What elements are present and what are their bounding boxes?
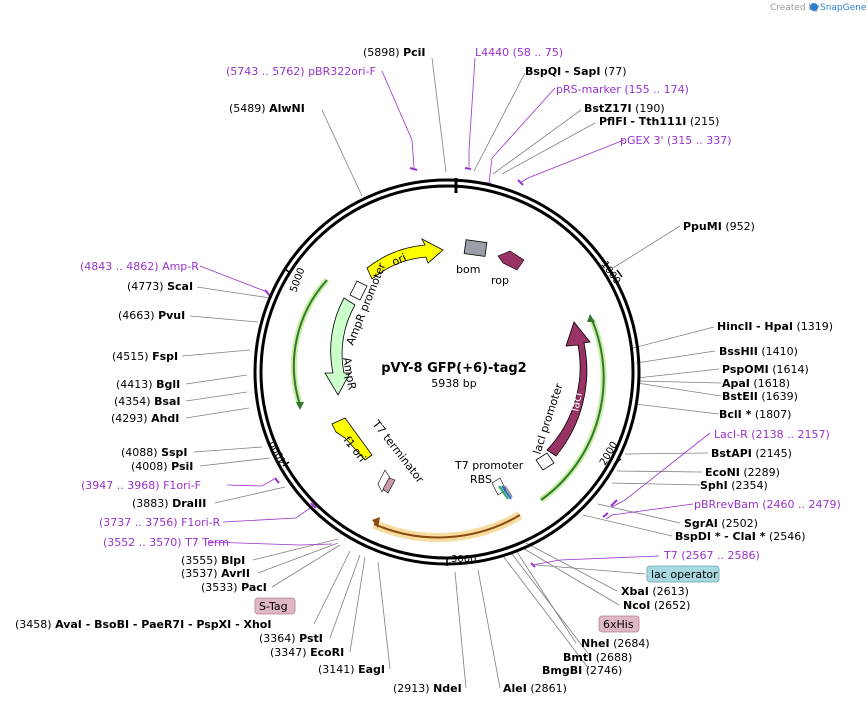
- label-draiii[interactable]: (3883) DraIII: [132, 497, 206, 510]
- label-eagi[interactable]: (3141) EagI: [318, 663, 385, 676]
- laci-label: lacI: [568, 391, 585, 412]
- label-avai-group[interactable]: (3458) AvaI - BsoBI - PaeR7I - PspXI - X…: [15, 618, 271, 631]
- s-tag-badge[interactable]: [254, 597, 296, 615]
- t7-terminator-label: T7 terminator: [369, 417, 427, 486]
- label-bstapi[interactable]: BstAPI (2145): [711, 447, 792, 460]
- label-pspomi[interactable]: PspOMI (1614): [722, 363, 809, 376]
- label-bgli[interactable]: (4413) BglI: [116, 378, 180, 391]
- label-bmti[interactable]: BmtI (2688): [563, 651, 632, 664]
- label-sspi[interactable]: (4088) SspI: [121, 446, 188, 459]
- lac-operator-label: lac operator: [651, 568, 718, 581]
- f1-ori-feature[interactable]: [331, 417, 373, 461]
- credit-brand: SnapGene: [820, 3, 867, 13]
- plasmid-size: 5938 bp: [431, 377, 476, 390]
- six-his-label: 6xHis: [603, 618, 634, 631]
- label-ecori[interactable]: (3347) EcoRI: [270, 646, 344, 659]
- bom-feature[interactable]: [463, 239, 488, 257]
- label-f1ori-r[interactable]: (3737 .. 3756) F1ori-R: [99, 516, 221, 529]
- label-xbai[interactable]: XbaI (2613): [621, 585, 689, 598]
- label-bsshii[interactable]: BssHII (1410): [719, 345, 798, 358]
- ampr-promoter-feature[interactable]: [349, 280, 368, 301]
- label-blpi[interactable]: (3555) BlpI: [181, 554, 245, 567]
- t7-terminator-feature[interactable]: [377, 469, 391, 493]
- label-amp-r[interactable]: (4843 .. 4862) Amp-R: [80, 260, 199, 273]
- gfp-orf-arrow: [373, 514, 521, 539]
- laci-orf-arrowhead: [587, 314, 595, 322]
- label-scai[interactable]: (4773) ScaI: [127, 280, 193, 293]
- label-pbr322ori-f[interactable]: (5743 .. 5762) pBR322ori-F: [226, 65, 376, 78]
- label-bsai[interactable]: (4354) BsaI: [114, 395, 181, 408]
- label-laci-r[interactable]: LacI-R (2138 .. 2157): [714, 428, 830, 441]
- laci-promoter-feature[interactable]: [535, 452, 555, 471]
- label-bcli[interactable]: BclI * (1807): [719, 408, 791, 421]
- label-sgrai[interactable]: SgrAI (2502): [684, 517, 758, 530]
- primer-markers: [264, 167, 618, 568]
- label-apai[interactable]: ApaI (1618): [722, 377, 790, 390]
- label-nhei[interactable]: NheI (2684): [581, 637, 650, 650]
- six-his-badge[interactable]: [598, 615, 640, 633]
- label-bspdi[interactable]: BspDI * - ClaI * (2546): [675, 530, 806, 543]
- snapgene-logo-icon: [810, 3, 818, 11]
- tick-3000: 3000: [451, 554, 476, 565]
- primer-connector-lines: [199, 57, 711, 566]
- label-paci[interactable]: (3533) PacI: [201, 581, 267, 594]
- t7-promoter-label: T7 promoter: [454, 459, 524, 472]
- laci-feature[interactable]: [546, 321, 591, 457]
- tick-marks: [282, 267, 623, 566]
- label-prs-marker[interactable]: pRS-marker (155 .. 174): [556, 83, 689, 96]
- label-pcii[interactable]: (5898) PciI: [363, 46, 426, 59]
- label-psii[interactable]: (4008) PsiI: [131, 460, 193, 473]
- label-psti[interactable]: (3364) PstI: [259, 632, 323, 645]
- label-pvui[interactable]: (4663) PvuI: [118, 309, 185, 322]
- rop-label: rop: [491, 274, 509, 287]
- label-econi[interactable]: EcoNI (2289): [705, 466, 780, 479]
- gfp-orf-arrowhead: [372, 517, 380, 528]
- label-alei[interactable]: AleI (2861): [503, 682, 567, 695]
- ampr-highlight: [290, 277, 330, 406]
- label-t7-term[interactable]: (3552 .. 3570) T7 Term: [103, 536, 229, 549]
- label-pflfi[interactable]: PflFI - Tth111I (215): [599, 115, 719, 128]
- label-l4440[interactable]: L4440 (58 .. 75): [475, 46, 563, 59]
- label-sphi[interactable]: SphI (2354): [700, 479, 768, 492]
- label-ahdi[interactable]: (4293) AhdI: [111, 412, 179, 425]
- label-alwni[interactable]: (5489) AlwNI: [229, 102, 305, 115]
- label-pgex3[interactable]: pGEX 3' (315 .. 337): [620, 134, 732, 147]
- label-bsteii[interactable]: BstEII (1639): [722, 390, 798, 403]
- ampr-label: AmpR: [340, 356, 359, 391]
- label-ndei[interactable]: (2913) NdeI: [393, 682, 462, 695]
- ampr-orf-arrow: [292, 279, 328, 406]
- bom-label: bom: [456, 263, 480, 276]
- label-ncoi[interactable]: NcoI (2652): [623, 599, 690, 612]
- laci-orf-arrow: [540, 319, 605, 501]
- label-fspi[interactable]: (4515) FspI: [112, 350, 178, 363]
- tick-4000: 4000: [267, 438, 289, 466]
- label-bspqi[interactable]: BspQI - SapI (77): [525, 65, 627, 78]
- label-bmgbi[interactable]: BmgBI (2746): [542, 664, 622, 677]
- label-f1ori-f[interactable]: (3947 .. 3968) F1ori-F: [81, 479, 201, 492]
- label-t7[interactable]: T7 (2567 .. 2586): [663, 549, 760, 562]
- t7-promoter-cluster[interactable]: [491, 477, 513, 500]
- credit-prefix: Created by: [770, 3, 820, 13]
- s-tag-feature[interactable]: [382, 477, 396, 494]
- label-ppumi[interactable]: PpuMI (952): [683, 220, 755, 233]
- label-pbrrevbam[interactable]: pBRrevBam (2460 .. 2479): [694, 498, 841, 511]
- label-hincii[interactable]: HincII - HpaI (1319): [717, 320, 833, 333]
- plasmid-name: pVY-8 GFP(+6)-tag2: [381, 361, 526, 376]
- label-bstz17i[interactable]: BstZ17I (190): [584, 102, 665, 115]
- ampr-feature[interactable]: [324, 297, 356, 396]
- s-tag-label: S-Tag: [259, 600, 288, 613]
- lac-operator-badge[interactable]: [646, 565, 720, 583]
- ori-feature[interactable]: [366, 238, 444, 280]
- connector-lines: [181, 57, 722, 689]
- rop-feature[interactable]: [497, 250, 525, 271]
- ampr-orf-arrowhead: [296, 402, 304, 410]
- rbs-label: RBS: [470, 473, 492, 486]
- label-avrii[interactable]: (3537) AvrII: [181, 567, 250, 580]
- ori-label: ori: [390, 251, 408, 269]
